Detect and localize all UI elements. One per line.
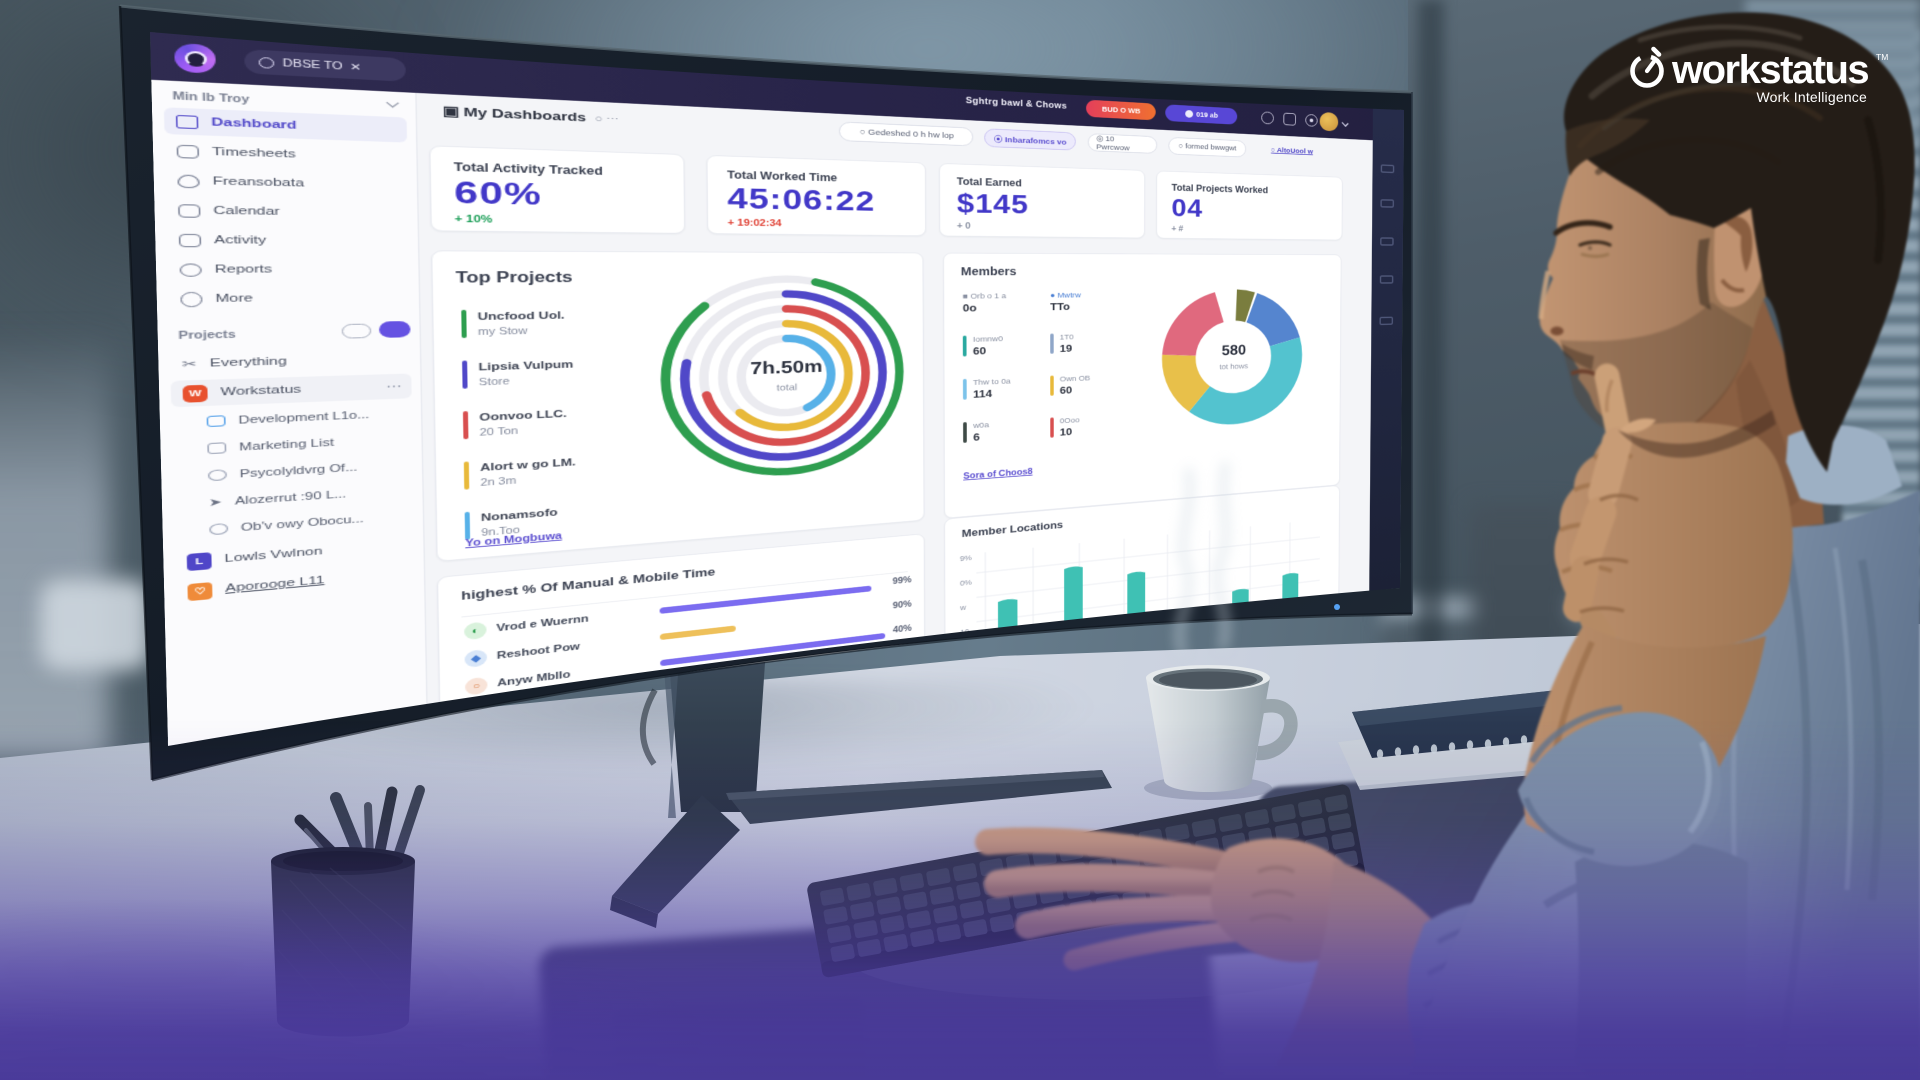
svg-text:w: w <box>959 603 966 612</box>
svg-text:total: total <box>777 382 798 393</box>
svg-text:tot hows: tot hows <box>1219 362 1248 371</box>
svg-text:9%: 9% <box>960 553 972 563</box>
svg-text:workstatus: workstatus <box>1671 48 1868 92</box>
svg-text:TM: TM <box>1876 52 1888 62</box>
svg-text:7h.50m: 7h.50m <box>750 357 822 378</box>
svg-text:580: 580 <box>1222 342 1246 358</box>
svg-text:Work Intelligence: Work Intelligence <box>1756 89 1867 105</box>
svg-text:0%: 0% <box>960 578 972 588</box>
